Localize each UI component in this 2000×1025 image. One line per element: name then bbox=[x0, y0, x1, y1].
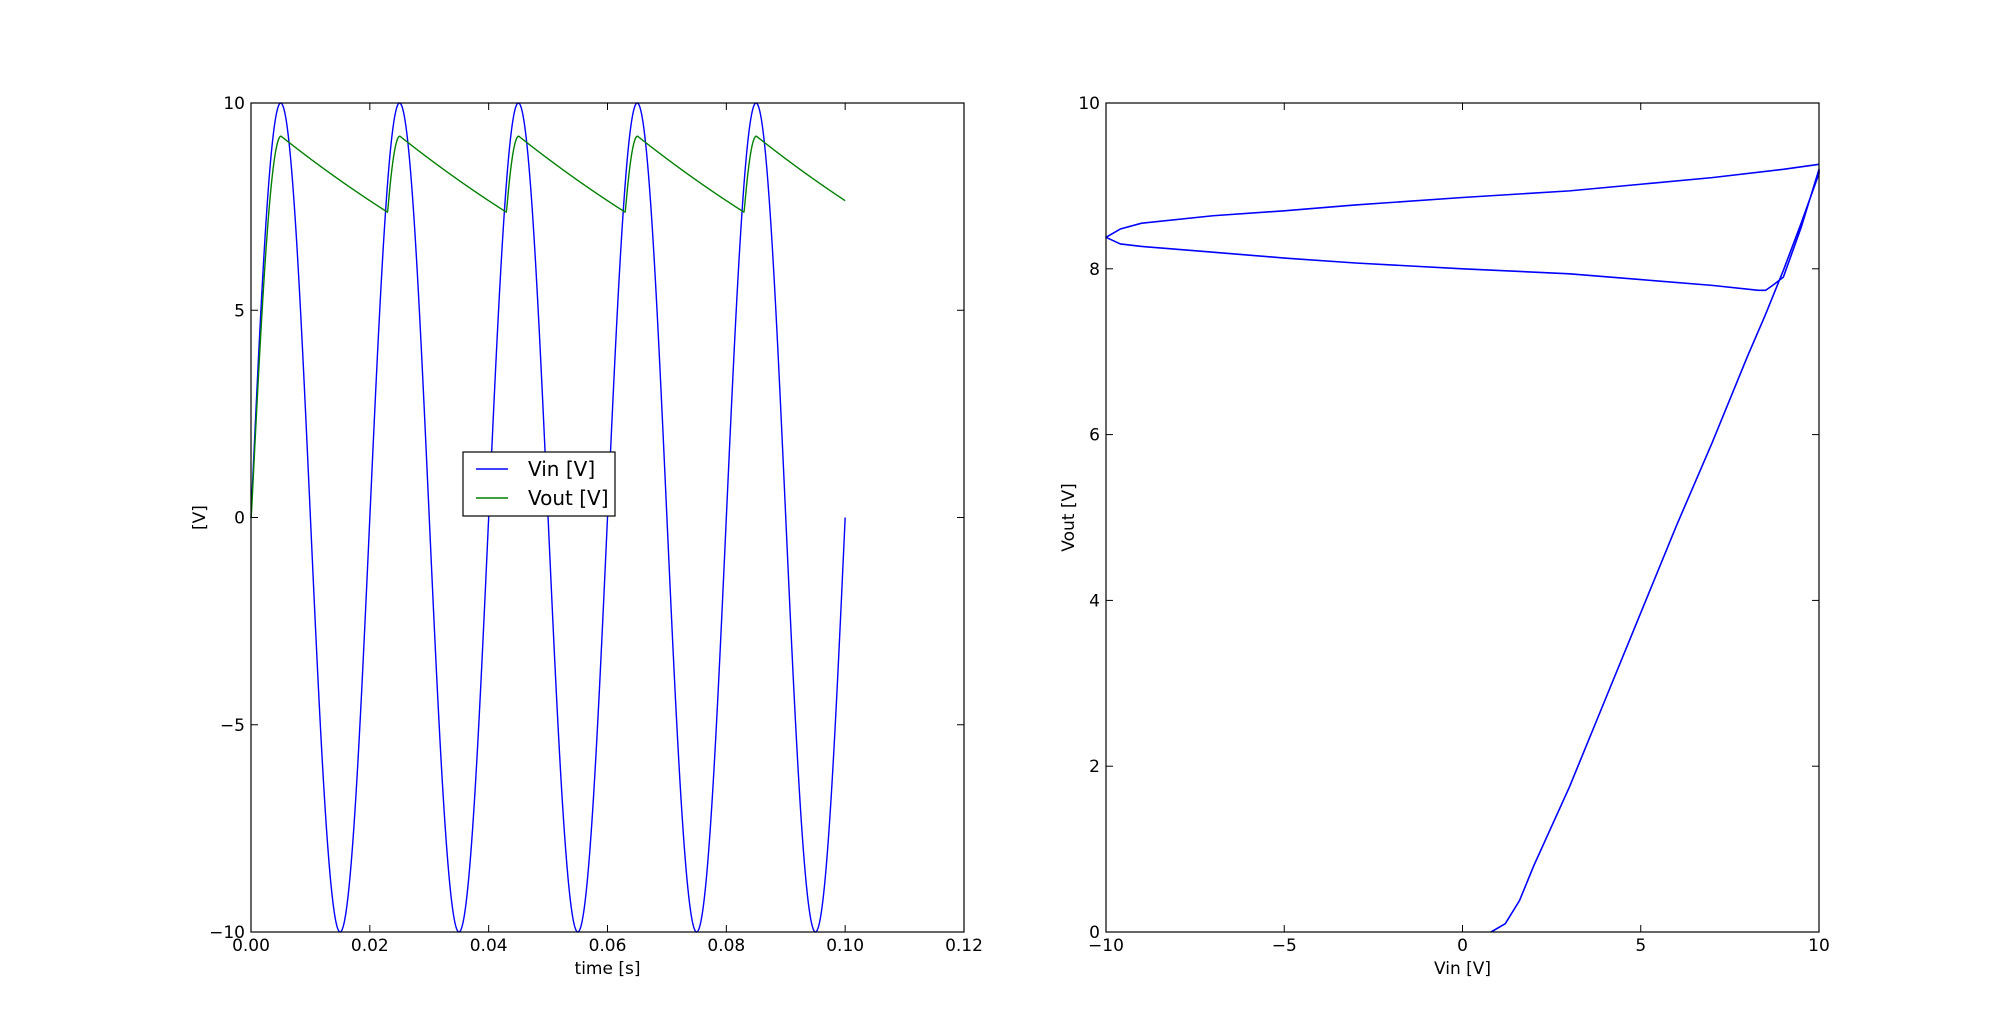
left-xtick-label: 0.06 bbox=[589, 936, 627, 956]
left-x-axis-label: time [s] bbox=[575, 959, 641, 979]
left-xtick-label: 0.08 bbox=[707, 936, 745, 956]
transfer-characteristic-chart: −10 −5 0 5 10 0 2 4 6 8 10 Vin [V] Vout [V] bbox=[1059, 94, 1830, 979]
right-xtick-label: −10 bbox=[1088, 936, 1124, 956]
left-xtick-label: 0.02 bbox=[351, 936, 389, 956]
series-line-vout-vs-vin bbox=[1105, 163, 1820, 933]
legend-box bbox=[462, 451, 616, 517]
right-ytick-label: 8 bbox=[1089, 260, 1100, 280]
left-ytick-label: −10 bbox=[209, 923, 245, 943]
left-xtick-label: 0.10 bbox=[826, 936, 864, 956]
right-xtick-label: 0 bbox=[1457, 936, 1468, 956]
right-ticks-group: −10 −5 0 5 10 0 2 4 6 8 10 bbox=[1078, 94, 1829, 956]
left-ytick-label: −5 bbox=[220, 716, 245, 736]
left-ticks-group: 0.00 0.02 0.04 0.06 0.08 0.10 0.12 −10 −5 0 5 10 bbox=[209, 94, 983, 956]
series-line-vin bbox=[250, 102, 846, 933]
right-xtick-label: −5 bbox=[1272, 936, 1297, 956]
time-domain-chart: 0.00 0.02 0.04 0.06 0.08 0.10 0.12 −10 −5 0 5 10 ti… bbox=[190, 94, 983, 979]
left-y-axis-label: [V] bbox=[190, 505, 210, 530]
right-ytick-label: 6 bbox=[1089, 426, 1100, 446]
series-line-vout bbox=[250, 135, 846, 518]
right-xtick-label: 10 bbox=[1808, 936, 1830, 956]
left-xtick-label: 0.12 bbox=[945, 936, 983, 956]
legend: Vin [V] Vout [V] bbox=[462, 451, 616, 517]
left-ytick-label: 0 bbox=[234, 509, 245, 529]
right-y-axis-label: Vout [V] bbox=[1059, 483, 1079, 551]
right-ytick-label: 2 bbox=[1089, 757, 1100, 777]
left-ytick-label: 5 bbox=[234, 301, 245, 321]
left-xtick-label: 0.04 bbox=[470, 936, 508, 956]
right-ytick-label: 0 bbox=[1089, 923, 1100, 943]
right-x-axis-label: Vin [V] bbox=[1434, 959, 1491, 979]
left-series-group bbox=[250, 102, 846, 933]
left-ytick-label: 10 bbox=[223, 94, 245, 114]
right-ytick-label: 4 bbox=[1089, 591, 1100, 611]
legend-entry-vout: Vout [V] bbox=[528, 486, 609, 510]
legend-entry-vin: Vin [V] bbox=[528, 457, 595, 481]
right-ytick-label: 10 bbox=[1078, 94, 1100, 114]
left-xtick-label: 0.00 bbox=[232, 936, 270, 956]
right-series-group bbox=[1105, 163, 1820, 933]
right-xtick-label: 5 bbox=[1635, 936, 1646, 956]
